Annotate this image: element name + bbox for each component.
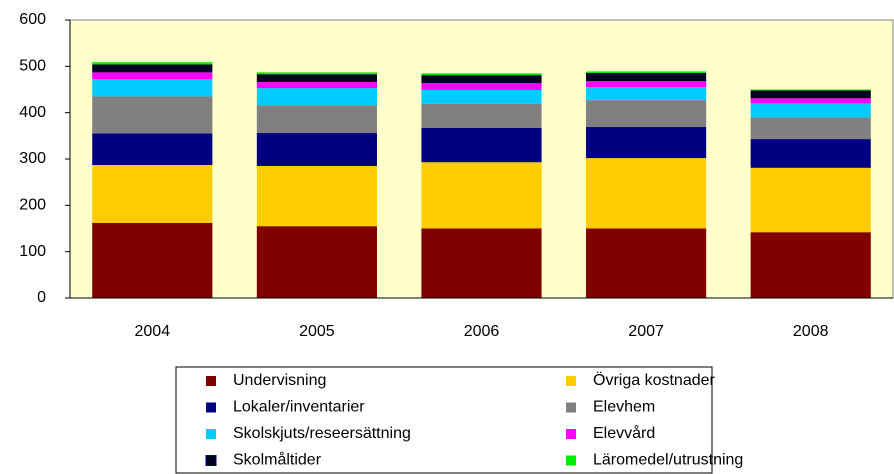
y-tick-label: 400 <box>19 104 46 121</box>
legend-label: Undervisning <box>233 372 326 389</box>
bar-segment <box>256 74 377 83</box>
x-tick-label: 2004 <box>135 323 171 340</box>
bar-segment <box>750 167 871 233</box>
bar-segment <box>92 62 213 65</box>
bar-segment <box>750 103 871 118</box>
bar-segment <box>586 228 707 298</box>
x-tick-label: 2007 <box>628 323 664 340</box>
bar-segment <box>92 64 213 73</box>
bar-segment <box>256 226 377 298</box>
bar-segment <box>750 117 871 140</box>
legend-swatch <box>206 402 216 413</box>
legend-swatch <box>566 376 576 386</box>
bar-segment <box>256 72 377 75</box>
bar-segment <box>92 72 213 80</box>
legend-swatch <box>206 376 216 386</box>
bar-segment <box>586 87 707 101</box>
legend-swatch <box>566 455 576 466</box>
legend-label: Skolmåltider <box>233 451 322 469</box>
legend-swatch <box>205 455 217 466</box>
bar-segment <box>421 73 542 76</box>
x-tick-label: 2008 <box>793 323 829 340</box>
bar-segment <box>256 133 377 166</box>
legend-label: Skolskjuts/reseersättning <box>233 425 411 442</box>
legend-swatch <box>566 429 576 439</box>
bar-segment <box>586 71 707 73</box>
bar-segment <box>256 82 377 89</box>
bar-segment <box>586 81 707 88</box>
bar-segment <box>586 100 707 128</box>
legend-label: Elevhem <box>593 399 655 416</box>
bar-segment <box>421 228 542 298</box>
bar-segment <box>421 75 542 84</box>
bar-segment <box>750 89 871 91</box>
bar-segment <box>256 88 377 106</box>
y-tick-label: 300 <box>19 150 46 167</box>
bar-segment <box>421 83 542 90</box>
bar-segment <box>92 165 213 223</box>
legend-label: Lokaler/inventarier <box>233 399 365 416</box>
bar-segment <box>750 98 871 104</box>
legend-label: Elevvård <box>593 424 655 442</box>
y-tick-label: 0 <box>37 289 46 306</box>
y-tick-label: 100 <box>19 243 46 260</box>
bar-segment <box>750 232 871 298</box>
x-tick-label: 2005 <box>299 323 335 340</box>
bar-segment <box>421 103 542 128</box>
bar-segment <box>750 90 871 99</box>
legend-label: Övriga kostnader <box>593 371 716 389</box>
legend-swatch <box>206 429 216 439</box>
y-tick-label: 200 <box>19 197 46 214</box>
bar-segment <box>421 162 542 229</box>
bar-segment <box>92 96 213 134</box>
bar-segment <box>421 89 542 104</box>
y-tick-label: 500 <box>19 58 46 75</box>
bar-segment <box>92 133 213 166</box>
bar-segment <box>750 139 871 168</box>
bar-segment <box>421 127 542 163</box>
bar-segment <box>92 79 213 97</box>
legend-label: Läromedel/utrustning <box>593 452 743 469</box>
bar-segment <box>586 158 707 229</box>
legend-swatch <box>566 402 576 413</box>
y-tick-label: 600 <box>19 11 46 28</box>
bar-segment <box>92 222 213 298</box>
bar-segment <box>256 105 377 134</box>
x-tick-label: 2006 <box>464 323 500 340</box>
bar-segment <box>586 72 707 82</box>
legend-box <box>175 366 713 474</box>
bar-segment <box>256 165 377 227</box>
bar-segment <box>586 127 707 159</box>
